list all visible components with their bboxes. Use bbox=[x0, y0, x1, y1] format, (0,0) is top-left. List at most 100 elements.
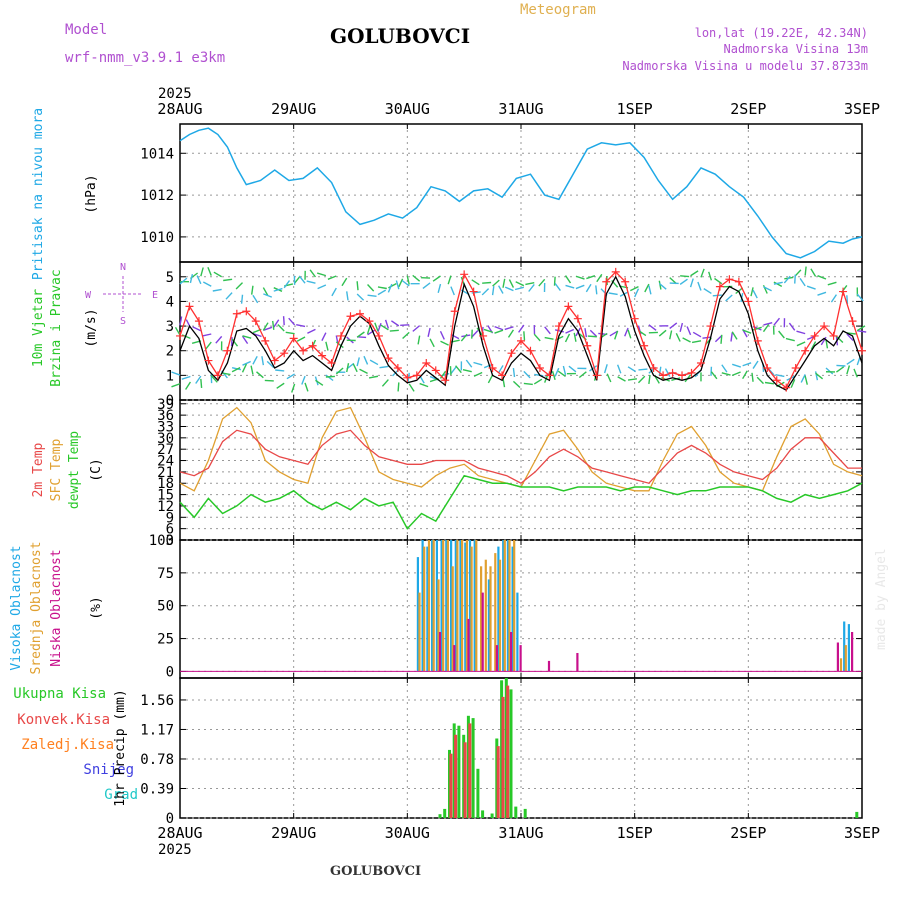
wind-direction-arrow bbox=[212, 288, 222, 292]
wind-gust-marker bbox=[337, 331, 346, 340]
wind-direction-arrow bbox=[359, 368, 368, 374]
wind-direction-arrow bbox=[179, 316, 183, 326]
wind-direction-arrow bbox=[595, 285, 598, 295]
wind-direction-arrow bbox=[730, 332, 733, 342]
wind-direction-arrow bbox=[533, 333, 541, 342]
wind-gust-marker bbox=[772, 376, 781, 385]
wind-direction-arrow bbox=[523, 370, 531, 379]
wind-direction-arrow bbox=[491, 286, 495, 296]
wind-direction-arrow bbox=[317, 284, 327, 290]
wind-direction-arrow bbox=[658, 280, 662, 290]
wind-direction-arrow bbox=[306, 280, 316, 284]
y-tick-label: 9 bbox=[166, 510, 174, 526]
wind-direction-arrow bbox=[634, 288, 640, 298]
precip-legend-label: Zaledj.Kisa bbox=[21, 737, 114, 753]
cloud-bar bbox=[489, 566, 492, 672]
wind-direction-arrow bbox=[202, 281, 212, 287]
wind-gust-marker bbox=[687, 368, 696, 377]
x-tick-label-bottom: 1SEP bbox=[617, 824, 653, 842]
wind-direction-arrow bbox=[327, 275, 337, 280]
wind-direction-arrow bbox=[689, 278, 694, 288]
precip-bar bbox=[514, 806, 518, 818]
wind-gust-marker bbox=[176, 331, 184, 340]
wind-direction-arrow bbox=[544, 326, 551, 335]
wind-direction-arrow bbox=[820, 336, 827, 346]
y-tick-label: 6 bbox=[166, 522, 174, 538]
wind-direction-arrow bbox=[629, 286, 639, 292]
wind-gust-marker bbox=[753, 336, 762, 345]
wind-gust-marker bbox=[242, 307, 251, 316]
wind-direction-arrow bbox=[471, 279, 480, 286]
wind-gust-marker bbox=[327, 359, 336, 368]
x-tick-label-bottom: 31AUG bbox=[498, 824, 543, 842]
wind-direction-arrow bbox=[325, 374, 334, 382]
wind-gust-marker bbox=[554, 322, 563, 331]
wind-direction-arrow bbox=[648, 285, 652, 295]
wind-direction-arrow bbox=[690, 270, 699, 277]
wind-direction-arrow bbox=[419, 382, 429, 388]
cloud-bar bbox=[847, 624, 850, 672]
y-tick-label: 33 bbox=[157, 419, 174, 435]
wind-direction-arrow bbox=[504, 286, 514, 292]
wind-direction-arrow bbox=[179, 277, 188, 285]
cloud-bar bbox=[440, 540, 443, 672]
wind-direction-arrow bbox=[799, 278, 806, 287]
wind-gust-marker bbox=[441, 376, 450, 385]
wind-direction-arrow bbox=[554, 282, 561, 292]
wind-direction-arrow bbox=[276, 382, 285, 389]
x-tick-label-top: 28AUG bbox=[157, 100, 202, 118]
wind-gust-marker bbox=[839, 287, 848, 296]
cloud-bar bbox=[502, 540, 505, 672]
wind-direction-arrow bbox=[321, 332, 327, 342]
wind-gust-marker bbox=[630, 314, 639, 323]
wind-gust-marker bbox=[280, 349, 289, 358]
wind-direction-arrow bbox=[624, 327, 629, 337]
wind-direction-arrow bbox=[298, 275, 306, 284]
wind-direction-arrow bbox=[810, 268, 817, 277]
wind-direction-arrow bbox=[483, 328, 493, 333]
wind-direction-arrow bbox=[783, 275, 791, 284]
altitude-label: Nadmorska Visina 13m bbox=[724, 42, 869, 56]
cloud-bar bbox=[468, 540, 472, 672]
wind-direction-arrow bbox=[692, 331, 702, 338]
wind-direction-arrow bbox=[658, 329, 667, 337]
wind-direction-arrow bbox=[251, 285, 254, 295]
wind-direction-arrow bbox=[296, 324, 306, 328]
wind-direction-arrow bbox=[686, 326, 692, 336]
cloud-bar bbox=[484, 559, 487, 672]
wind-direction-arrow bbox=[773, 281, 783, 288]
cloud-bar bbox=[513, 540, 516, 672]
temp-ylabel-2: SFC Temp bbox=[49, 439, 64, 502]
wind-direction-arrow bbox=[553, 276, 556, 286]
wind-gust-marker bbox=[185, 302, 194, 311]
cloud-bar bbox=[508, 540, 511, 672]
wind-direction-arrow bbox=[195, 375, 202, 384]
precip-bar bbox=[496, 746, 500, 818]
wind-direction-arrow bbox=[262, 287, 269, 296]
wind-direction-arrow bbox=[585, 283, 592, 293]
wind-direction-arrow bbox=[397, 382, 400, 392]
y-tick-label: 30 bbox=[157, 431, 174, 447]
wind-direction-arrow bbox=[210, 375, 218, 383]
wind-direction-arrow bbox=[205, 341, 212, 350]
wind-direction-arrow bbox=[669, 330, 673, 340]
wind-gust-marker bbox=[640, 341, 649, 350]
wind-direction-arrow bbox=[731, 331, 738, 340]
wind-direction-arrow bbox=[223, 278, 233, 282]
wind-direction-arrow bbox=[785, 337, 795, 342]
wind-direction-arrow bbox=[215, 335, 223, 344]
wind-direction-arrow bbox=[391, 320, 400, 327]
wind-gust-marker bbox=[460, 270, 469, 279]
wind-direction-arrow bbox=[388, 282, 397, 289]
cloud-ylabel-3: Niska Oblacnost bbox=[49, 549, 64, 666]
x-tick-label-top: 2SEP bbox=[730, 100, 766, 118]
wind-direction-arrow bbox=[603, 364, 608, 374]
wind-gust-marker bbox=[289, 334, 298, 343]
wind-direction-arrow bbox=[225, 292, 233, 300]
wind-gust-marker bbox=[526, 346, 535, 355]
wind-direction-arrow bbox=[272, 320, 275, 330]
cloud-bar bbox=[487, 579, 490, 672]
precip-bar bbox=[438, 814, 442, 818]
cloud-bar bbox=[495, 645, 498, 672]
cloud-bar bbox=[836, 642, 839, 672]
